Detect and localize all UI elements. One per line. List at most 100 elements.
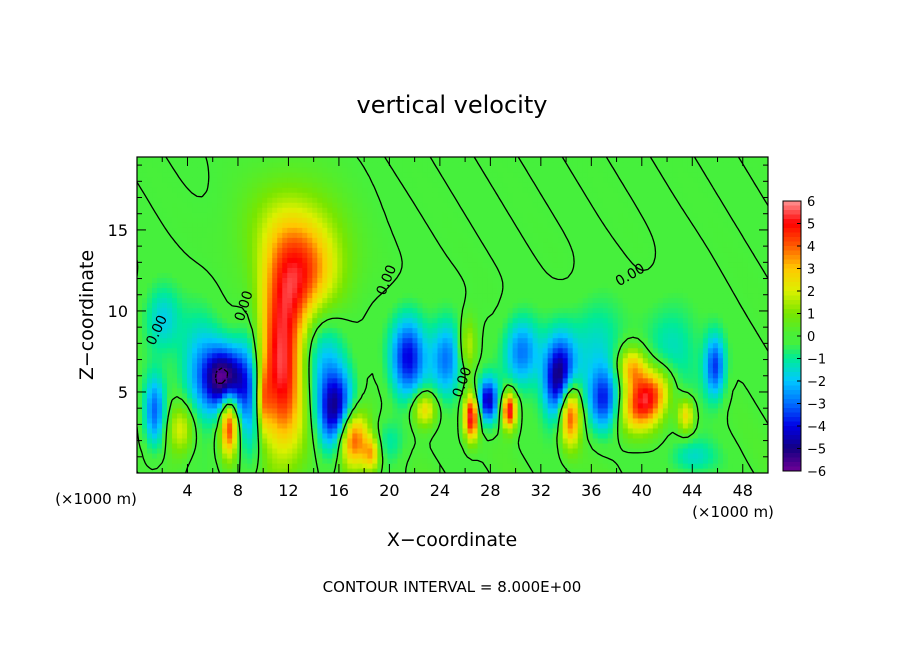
field-cell — [657, 347, 664, 354]
field-cell — [527, 467, 534, 473]
field-cell — [512, 452, 519, 459]
field-cell — [162, 372, 168, 379]
field-cell — [627, 277, 634, 283]
field-cell — [167, 387, 173, 394]
field-cell — [262, 302, 268, 309]
field-cell — [497, 422, 504, 429]
field-cell — [547, 337, 554, 344]
field-cell — [752, 407, 759, 414]
field-cell — [362, 412, 368, 419]
field-cell — [342, 307, 348, 314]
field-cell — [317, 332, 323, 339]
field-cell — [252, 282, 258, 289]
field-cell — [362, 447, 368, 454]
field-cell — [392, 422, 399, 429]
field-cell — [497, 347, 504, 354]
field-cell — [357, 382, 363, 389]
field-cell — [447, 447, 454, 454]
field-cell — [237, 387, 243, 394]
field-cell — [677, 422, 684, 429]
field-cell — [177, 342, 183, 349]
field-cell — [637, 372, 644, 379]
field-cell — [557, 347, 564, 354]
field-cell — [687, 412, 694, 419]
field-cell — [462, 397, 469, 404]
field-cell — [552, 342, 559, 349]
field-cell — [612, 322, 619, 329]
field-cell — [722, 282, 729, 289]
field-cell — [702, 347, 709, 354]
field-cell — [472, 432, 479, 439]
field-cell — [542, 467, 549, 473]
field-cell — [547, 302, 554, 309]
field-cell — [622, 437, 629, 444]
field-cell — [752, 312, 759, 319]
field-cell — [232, 412, 238, 419]
field-cell — [517, 367, 524, 374]
field-cell — [757, 377, 764, 384]
field-cell — [717, 337, 724, 344]
field-cell — [637, 307, 644, 314]
field-cell — [472, 312, 479, 319]
field-cell — [547, 457, 554, 464]
field-cell — [747, 337, 754, 344]
field-cell — [687, 277, 694, 283]
field-cell — [762, 402, 768, 409]
field-cell — [432, 442, 439, 449]
field-cell — [692, 297, 699, 304]
field-cell — [582, 362, 589, 369]
field-cell — [552, 457, 559, 464]
field-cell — [247, 392, 253, 399]
field-cell — [732, 332, 739, 339]
field-cell — [192, 322, 198, 329]
field-cell — [687, 372, 694, 379]
field-cell — [442, 432, 449, 439]
field-cell — [382, 302, 388, 309]
field-cell — [357, 282, 363, 289]
field-cell — [637, 362, 644, 369]
field-cell — [287, 332, 293, 339]
field-cell — [452, 417, 459, 424]
field-cell — [432, 307, 439, 314]
field-cell — [667, 347, 674, 354]
field-cell — [617, 327, 624, 334]
field-cell — [702, 322, 709, 329]
field-cell — [387, 432, 394, 439]
field-cell — [757, 422, 764, 429]
field-cell — [722, 407, 729, 414]
field-cell — [467, 382, 474, 389]
field-cell — [457, 407, 464, 414]
field-cell — [427, 372, 434, 379]
field-cell — [632, 467, 639, 473]
field-cell — [492, 462, 499, 469]
field-cell — [687, 457, 694, 464]
field-cell — [417, 417, 424, 424]
field-cell — [597, 297, 604, 304]
field-cell — [442, 437, 449, 444]
field-cell — [352, 402, 358, 409]
field-cell — [442, 352, 449, 359]
field-cell — [237, 392, 243, 399]
field-cell — [612, 407, 619, 414]
field-cell — [312, 292, 318, 299]
field-cell — [327, 292, 333, 299]
field-cell — [642, 282, 649, 289]
field-cell — [607, 282, 614, 289]
field-cell — [597, 412, 604, 419]
field-cell — [527, 322, 534, 329]
field-cell — [507, 302, 514, 309]
field-cell — [512, 297, 519, 304]
field-cell — [682, 437, 689, 444]
field-cell — [737, 422, 744, 429]
field-cell — [387, 457, 394, 464]
field-cell — [712, 302, 719, 309]
field-cell — [682, 367, 689, 374]
field-cell — [337, 352, 343, 359]
field-cell — [417, 447, 424, 454]
field-cell — [152, 397, 158, 404]
field-cell — [362, 402, 368, 409]
field-cell — [647, 397, 654, 404]
field-cell — [697, 337, 704, 344]
field-cell — [217, 442, 223, 449]
field-cell — [342, 312, 348, 319]
